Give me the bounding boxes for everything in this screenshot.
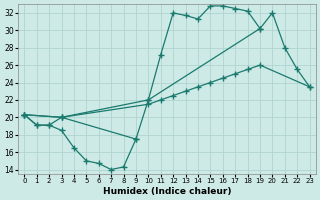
X-axis label: Humidex (Indice chaleur): Humidex (Indice chaleur) [103, 187, 231, 196]
